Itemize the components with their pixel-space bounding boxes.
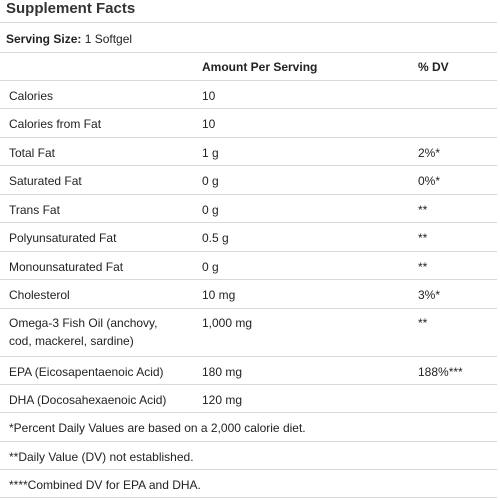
nutrient-amount: 120 mg [202, 393, 243, 407]
footnote: ****Combined DV for EPA and DHA. [9, 478, 201, 492]
nutrient-dv: 188%*** [418, 365, 463, 379]
divider [0, 279, 497, 280]
nutrient-amount: 180 mg [202, 365, 243, 379]
nutrient-name: Saturated Fat [9, 174, 82, 188]
nutrient-dv: 2%* [418, 146, 441, 160]
dv-header: % DV [418, 60, 449, 74]
nutrient-dv: ** [418, 231, 428, 245]
serving-size-label: Serving Size: [6, 32, 82, 46]
nutrient-amount: 0 g [202, 174, 219, 188]
divider [0, 22, 497, 23]
divider [0, 80, 497, 81]
nutrient-dv: 0%* [418, 174, 441, 188]
nutrient-amount: 10 [202, 117, 216, 131]
nutrient-dv: ** [418, 316, 428, 330]
nutrient-name: EPA (Eicosapentaenoic Acid) [9, 365, 164, 379]
nutrient-amount: 0.5 g [202, 231, 229, 245]
nutrient-name: Cholesterol [9, 288, 70, 302]
footnote: **Daily Value (DV) not established. [9, 450, 194, 464]
divider [0, 52, 497, 53]
nutrient-name: Trans Fat [9, 203, 60, 217]
nutrient-dv: 3%* [418, 288, 441, 302]
nutrient-amount: 0 g [202, 203, 219, 217]
nutrient-amount: 1,000 mg [202, 316, 253, 330]
divider [0, 384, 497, 385]
divider [0, 251, 497, 252]
divider [0, 441, 497, 442]
serving-size: Serving Size: 1 Softgel [6, 32, 132, 46]
divider [0, 194, 497, 195]
nutrient-name: Calories [9, 89, 54, 103]
panel-title: Supplement Facts [6, 0, 136, 17]
nutrient-amount: 10 mg [202, 288, 236, 302]
serving-size-value: 1 Softgel [84, 32, 133, 46]
amount-header: Amount Per Serving [202, 60, 318, 74]
nutrient-name: Total Fat [9, 146, 56, 160]
divider [0, 469, 497, 470]
nutrient-name: Monounsaturated Fat [9, 260, 124, 274]
divider [0, 308, 497, 309]
divider [0, 497, 497, 498]
nutrient-name: Calories from Fat [9, 117, 102, 131]
divider [0, 412, 497, 413]
divider [0, 165, 497, 166]
divider [0, 108, 497, 109]
nutrient-name: Omega-3 Fish Oil (anchovy, cod, mackerel… [9, 314, 158, 350]
nutrient-name: DHA (Docosahexaenoic Acid) [9, 393, 167, 407]
divider [0, 222, 497, 223]
nutrient-dv: ** [418, 260, 428, 274]
nutrient-dv: ** [418, 203, 428, 217]
divider [0, 356, 497, 357]
nutrient-name-line-2: cod, mackerel, sardine) [9, 334, 134, 348]
nutrient-name-line-1: Omega-3 Fish Oil (anchovy, [9, 316, 158, 330]
nutrient-amount: 10 [202, 89, 216, 103]
nutrient-amount: 1 g [202, 146, 219, 160]
footnote: *Percent Daily Values are based on a 2,0… [9, 421, 306, 435]
nutrient-amount: 0 g [202, 260, 219, 274]
nutrient-name: Polyunsaturated Fat [9, 231, 117, 245]
divider [0, 137, 497, 138]
